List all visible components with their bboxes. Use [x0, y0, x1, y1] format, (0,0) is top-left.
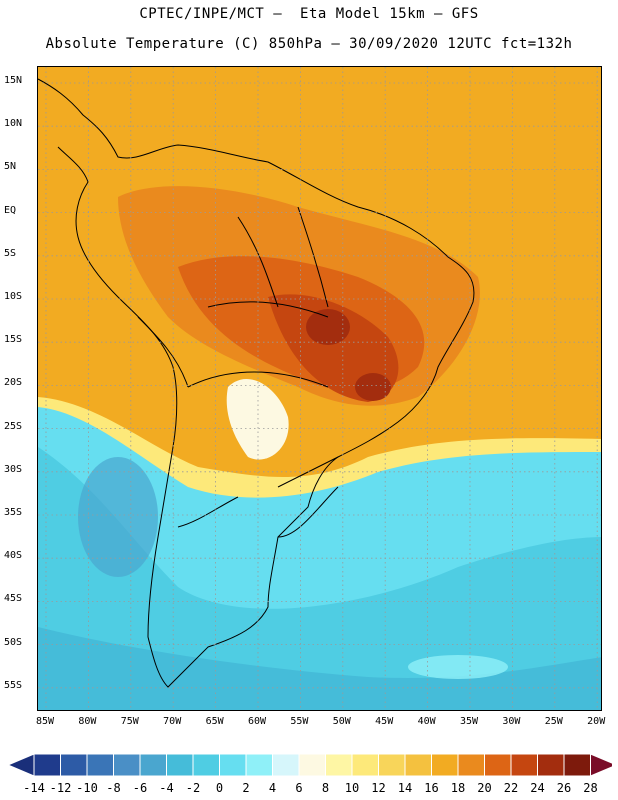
- latitude-label: 20S: [4, 377, 23, 389]
- colorbar-tick-label: 4: [268, 781, 277, 795]
- colorbar-tick-label: 22: [503, 781, 519, 795]
- cool-patch: [408, 655, 508, 679]
- colorbar-swatch: [272, 753, 300, 777]
- longitude-label: 40W: [417, 716, 436, 727]
- colorbar-swatch: [563, 753, 591, 777]
- longitude-label: 35W: [459, 716, 479, 727]
- longitude-label: 25W: [544, 716, 563, 727]
- colorbar-swatch: [166, 753, 194, 777]
- colorbar-tick-label: -2: [185, 781, 201, 795]
- colorbar-swatch: [139, 753, 167, 777]
- colorbar-tick-label: -8: [106, 781, 121, 795]
- longitude-label: 70W: [163, 716, 182, 727]
- colorbar-tick-label: 10: [344, 781, 360, 795]
- colorbar-swatch: [245, 753, 273, 777]
- longitude-label: 85W: [35, 716, 55, 727]
- colorbar-swatch: [298, 753, 326, 777]
- colorbar-swatch: [510, 753, 538, 777]
- coastlines: [38, 78, 475, 688]
- colorbar-tick-label: -14: [23, 781, 45, 795]
- colorbar-swatch: [378, 753, 406, 777]
- longitude-label: 20W: [587, 716, 606, 727]
- colorbar-low-arrow: [8, 753, 35, 777]
- longitude-label: 50W: [332, 716, 351, 727]
- latitude-label: 10S: [4, 291, 23, 302]
- colorbar-tick-label: 2: [242, 781, 250, 795]
- longitude-label: 80W: [78, 716, 97, 727]
- colorbar-swatch: [484, 753, 512, 777]
- latitude-label: 5S: [4, 247, 17, 259]
- colorbar-tick-label: 26: [556, 781, 572, 795]
- latitude-label: 45S: [4, 593, 23, 605]
- colorbar-high-arrow: [590, 753, 612, 777]
- colorbar-swatch: [33, 753, 61, 777]
- longitude-label: 45W: [375, 716, 394, 727]
- colorbar-tick-label: 20: [477, 781, 492, 795]
- colorbar-tick-label: 18: [450, 781, 466, 795]
- colder-ocean-field: [38, 627, 601, 710]
- colorbar-swatch: [192, 753, 220, 777]
- latitude-label: 5N: [4, 161, 17, 173]
- hot-core-2: [355, 373, 391, 401]
- map-title: CPTEC/INPE/MCT – Eta Model 15km – GFS: [139, 6, 479, 22]
- longitude-label: 65W: [205, 716, 224, 727]
- latitude-label: 10N: [4, 118, 23, 130]
- latitude-label: EQ: [4, 204, 17, 216]
- colorbar-swatch: [219, 753, 247, 777]
- colorbar-swatch: [60, 753, 88, 777]
- colorbar-tick-label: 6: [295, 781, 303, 795]
- colorbar-tick-label: 12: [371, 781, 386, 795]
- colorbar-swatch: [325, 753, 353, 777]
- colorbar-tick-label: 24: [530, 781, 545, 795]
- colorbar-tick-label: 8: [321, 781, 330, 795]
- colorbar-tick-label: 0: [215, 781, 224, 795]
- colorbar-swatch: [537, 753, 565, 777]
- latitude-label: 15N: [4, 75, 23, 86]
- longitude-label: 75W: [120, 716, 139, 727]
- colorbar-tick-label: 14: [397, 781, 413, 795]
- latitude-label: 55S: [4, 679, 23, 691]
- colorbar-swatch: [113, 753, 141, 777]
- latitude-label: 15S: [4, 334, 23, 346]
- map-area[interactable]: [37, 66, 602, 711]
- latitude-label: 40S: [4, 550, 23, 562]
- hot-core-1: [306, 309, 350, 345]
- colorbar-tick-label: -4: [159, 781, 174, 795]
- longitude-label: 30W: [502, 716, 521, 727]
- latitude-label: 25S: [4, 420, 23, 432]
- color-scale-bar: [8, 753, 612, 777]
- colorbar-swatch: [86, 753, 114, 777]
- colorbar-tick-label: 28: [583, 781, 598, 795]
- cold-core: [78, 457, 158, 577]
- colorbar-swatch: [457, 753, 485, 777]
- longitude-label: 55W: [290, 716, 309, 727]
- colorbar-swatch: [431, 753, 459, 777]
- colorbar-tick-label: 16: [424, 781, 439, 795]
- colorbar-swatch: [404, 753, 432, 777]
- longitude-label: 60W: [247, 716, 267, 727]
- colorbar-tick-label: -12: [49, 781, 72, 795]
- temperature-field-map: [38, 67, 601, 710]
- colorbar-tick-label: -6: [132, 781, 148, 795]
- colorbar-tick-label: -10: [76, 781, 98, 795]
- latitude-label: 50S: [4, 636, 23, 648]
- map-subtitle: Absolute Temperature (C) 850hPa – 30/09/…: [45, 36, 573, 52]
- colorbar-swatch: [351, 753, 379, 777]
- latitude-label: 30S: [4, 463, 23, 475]
- latitude-label: 35S: [4, 507, 23, 518]
